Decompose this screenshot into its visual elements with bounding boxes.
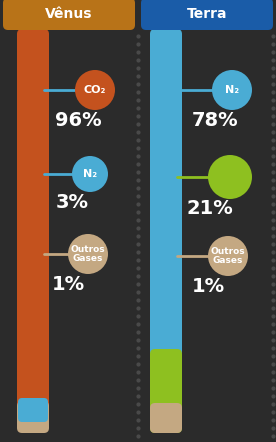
Circle shape bbox=[72, 156, 108, 192]
Circle shape bbox=[212, 70, 252, 110]
FancyBboxPatch shape bbox=[150, 29, 182, 371]
FancyBboxPatch shape bbox=[141, 0, 273, 30]
Text: CO₂: CO₂ bbox=[84, 85, 106, 95]
Text: Vênus: Vênus bbox=[45, 7, 93, 21]
Circle shape bbox=[208, 155, 252, 199]
Text: 21%: 21% bbox=[187, 199, 233, 218]
FancyBboxPatch shape bbox=[18, 398, 48, 422]
Text: N₂: N₂ bbox=[225, 85, 239, 95]
FancyBboxPatch shape bbox=[150, 349, 182, 433]
Text: 78%: 78% bbox=[192, 110, 238, 130]
FancyBboxPatch shape bbox=[150, 403, 182, 433]
Text: Outros
Gases: Outros Gases bbox=[71, 245, 105, 263]
Circle shape bbox=[208, 236, 248, 276]
FancyBboxPatch shape bbox=[17, 29, 49, 423]
FancyBboxPatch shape bbox=[17, 401, 49, 433]
Text: Outros
Gases: Outros Gases bbox=[211, 247, 245, 265]
Circle shape bbox=[68, 234, 108, 274]
Text: Terra: Terra bbox=[187, 7, 227, 21]
Text: 96%: 96% bbox=[55, 110, 101, 130]
Text: N₂: N₂ bbox=[83, 169, 97, 179]
Text: 1%: 1% bbox=[51, 274, 84, 293]
Text: 3%: 3% bbox=[55, 193, 89, 212]
Circle shape bbox=[75, 70, 115, 110]
FancyBboxPatch shape bbox=[3, 0, 135, 30]
Text: 1%: 1% bbox=[192, 278, 225, 297]
